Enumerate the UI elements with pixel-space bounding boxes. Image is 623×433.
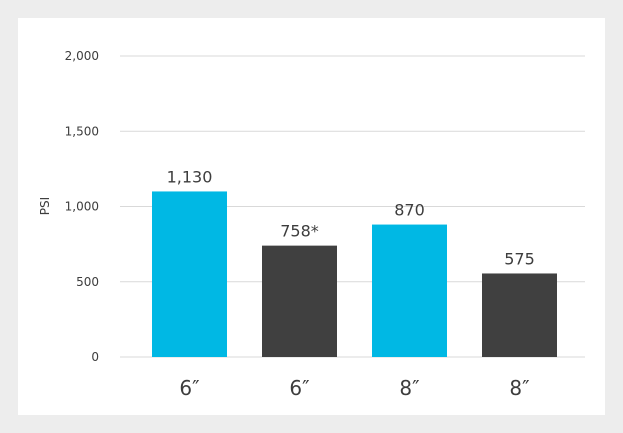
y-axis-title: PSI [38, 197, 52, 215]
data-label: 575 [504, 249, 535, 268]
bar [262, 245, 337, 357]
y-tick-label: 500 [76, 275, 99, 289]
data-label: 870 [394, 201, 425, 220]
y-tick-label: 2,000 [65, 49, 99, 63]
chart-card: 0 500 1,000 1,500 2,000 PSI 1,130 758* 870 575 … [18, 18, 605, 415]
bar [152, 191, 227, 357]
y-tick-labels: 0 500 1,000 1,500 2,000 [65, 49, 99, 364]
category-label: 6″ [289, 376, 309, 400]
category-label: 8″ [399, 376, 419, 400]
category-label: 8″ [509, 376, 529, 400]
data-label: 758* [280, 222, 319, 241]
category-label: 6″ [179, 376, 199, 400]
data-labels: 1,130 758* 870 575 [167, 167, 535, 268]
y-tick-label: 1,500 [65, 124, 99, 138]
y-tick-label: 0 [91, 350, 99, 364]
bar [372, 224, 447, 357]
bar [482, 273, 557, 357]
y-tick-label: 1,000 [65, 200, 99, 214]
category-labels: 6″ 6″ 8″ 8″ [179, 376, 529, 400]
data-label: 1,130 [167, 167, 213, 186]
bars [152, 191, 557, 357]
